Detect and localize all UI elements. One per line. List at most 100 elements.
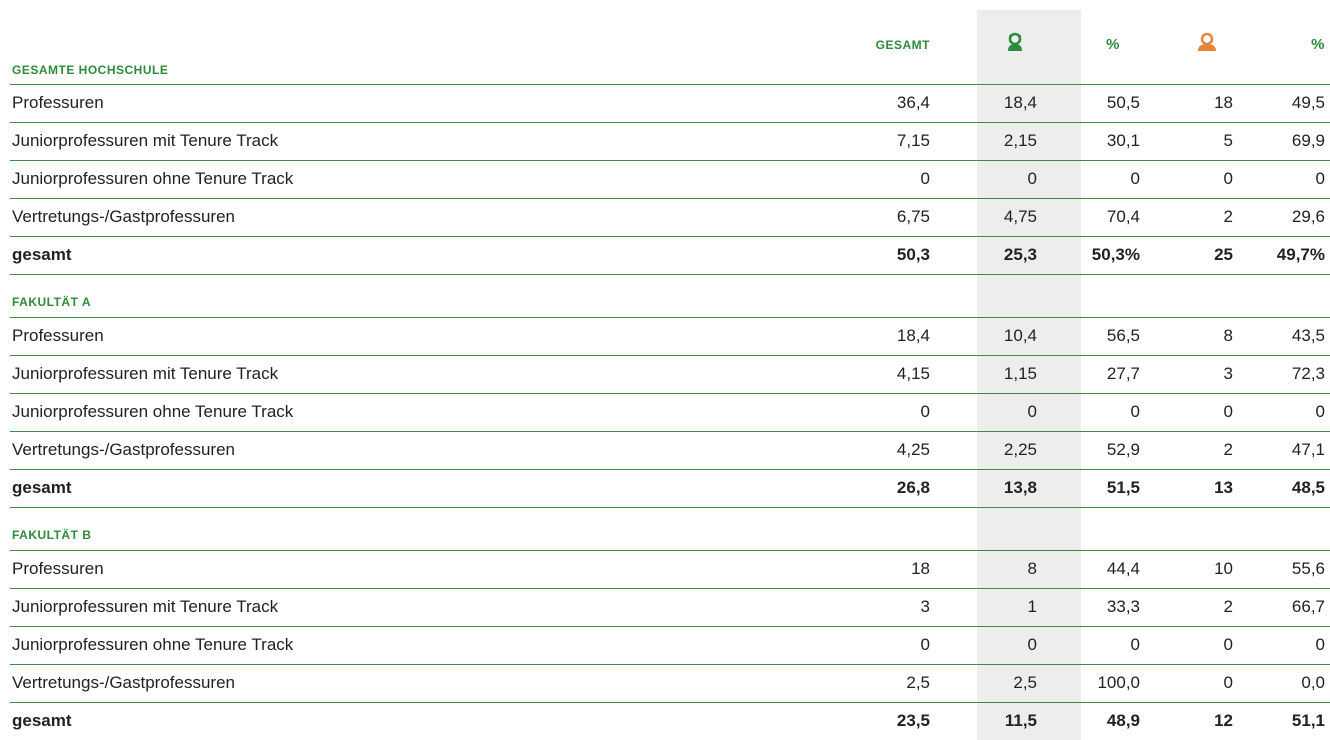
cell: 50,3% [1091, 245, 1140, 264]
rule [10, 236, 1330, 237]
cell: 4,15 [896, 364, 930, 383]
row-label: Vertretungs-/Gastprofessuren [12, 207, 236, 226]
cell: 49,7% [1276, 245, 1325, 264]
cell: 8 [1027, 559, 1037, 578]
rule [10, 507, 1330, 508]
cell: 2,15 [1003, 131, 1037, 150]
rule [10, 469, 1330, 470]
cell: 0 [1130, 402, 1140, 421]
cell: 3 [920, 597, 930, 616]
cell: 69,9 [1291, 131, 1325, 150]
row-label: gesamt [12, 711, 72, 730]
female-icon [1008, 32, 1022, 51]
cell: 0 [1027, 402, 1037, 421]
cell: 18,4 [1003, 93, 1037, 112]
cell: 18 [911, 559, 930, 578]
cell: 2 [1223, 207, 1233, 226]
rule [10, 588, 1330, 589]
highlight-column [977, 10, 1081, 740]
header-pct-female: % [1106, 36, 1120, 53]
header-gesamt: GESAMT [875, 38, 930, 52]
row-label: Juniorprofessuren mit Tenure Track [12, 364, 279, 383]
cell: 27,7 [1106, 364, 1140, 383]
rule [10, 702, 1330, 703]
row-label: Juniorprofessuren mit Tenure Track [12, 597, 279, 616]
cell: 0 [920, 635, 930, 654]
rule [10, 198, 1330, 199]
row-label: Professuren [12, 93, 104, 112]
cell: 8 [1223, 326, 1233, 345]
header-pct-male: % [1311, 36, 1325, 53]
cell: 51,1 [1291, 711, 1325, 730]
rule [10, 431, 1330, 432]
cell: 0 [1223, 635, 1233, 654]
cell: 1 [1027, 597, 1037, 616]
cell: 25 [1214, 245, 1233, 264]
cell: 50,5 [1106, 93, 1140, 112]
cell: 0 [1315, 635, 1325, 654]
rule [10, 122, 1330, 123]
cell: 10 [1214, 559, 1233, 578]
cell: 50,3 [896, 245, 930, 264]
cell: 55,6 [1291, 559, 1325, 578]
rule [10, 550, 1330, 551]
cell: 1,15 [1003, 364, 1037, 383]
cell: 49,5 [1291, 93, 1325, 112]
cell: 70,4 [1106, 207, 1140, 226]
cell: 0 [1027, 169, 1037, 188]
row-label: Vertretungs-/Gastprofessuren [12, 440, 236, 459]
cell: 13 [1214, 478, 1233, 497]
section-title: FAKULTÄT A [12, 295, 91, 309]
row-label: Vertretungs-/Gastprofessuren [12, 673, 236, 692]
rule [10, 160, 1330, 161]
cell: 47,1 [1291, 440, 1325, 459]
rule [10, 393, 1330, 394]
cell: 0 [1315, 402, 1325, 421]
cell: 0 [920, 402, 930, 421]
cell: 29,6 [1291, 207, 1325, 226]
cell: 0 [1223, 402, 1233, 421]
cell: 43,5 [1291, 326, 1325, 345]
cell: 10,4 [1003, 326, 1037, 345]
row-label: Juniorprofessuren ohne Tenure Track [12, 169, 294, 188]
cell: 0,0 [1301, 673, 1325, 692]
cell: 12 [1214, 711, 1233, 730]
cell: 52,9 [1106, 440, 1140, 459]
cell: 25,3 [1003, 245, 1037, 264]
cell: 44,4 [1106, 559, 1140, 578]
cell: 0 [1130, 169, 1140, 188]
cell: 11,5 [1004, 711, 1037, 730]
rule [10, 317, 1330, 318]
row-label: Juniorprofessuren ohne Tenure Track [12, 402, 294, 421]
cell: 66,7 [1291, 597, 1325, 616]
cell: 0 [1223, 169, 1233, 188]
cell: 4,25 [896, 440, 930, 459]
cell: 0 [1130, 635, 1140, 654]
cell: 30,1 [1106, 131, 1140, 150]
cell: 2 [1223, 597, 1233, 616]
cell: 100,0 [1097, 673, 1140, 692]
cell: 36,4 [896, 93, 930, 112]
section-title: GESAMTE HOCHSCHULE [12, 63, 169, 77]
cell: 26,8 [896, 478, 930, 497]
section-title: FAKULTÄT B [12, 528, 92, 542]
male-icon [1198, 32, 1216, 51]
rule [10, 274, 1330, 275]
rule [10, 355, 1330, 356]
cell: 0 [1223, 673, 1233, 692]
cell: 5 [1223, 131, 1233, 150]
rule [10, 84, 1330, 85]
cell: 33,3 [1106, 597, 1140, 616]
cell: 0 [1027, 635, 1037, 654]
row-label: Juniorprofessuren ohne Tenure Track [12, 635, 294, 654]
cell: 72,3 [1291, 364, 1325, 383]
row-label: gesamt [12, 478, 72, 497]
cell: 18,4 [896, 326, 930, 345]
row-label: Professuren [12, 559, 104, 578]
rule [10, 664, 1330, 665]
cell: 13,8 [1003, 478, 1037, 497]
cell: 7,15 [896, 131, 930, 150]
cell: 3 [1223, 364, 1233, 383]
cell: 2,25 [1003, 440, 1037, 459]
